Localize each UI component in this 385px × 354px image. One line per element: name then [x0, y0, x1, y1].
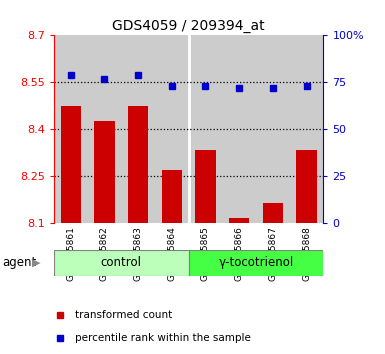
Title: GDS4059 / 209394_at: GDS4059 / 209394_at: [112, 19, 265, 33]
Text: ▶: ▶: [32, 258, 40, 268]
Bar: [61, 106, 81, 223]
Bar: [54, 250, 189, 276]
Bar: [94, 121, 115, 223]
Bar: [121, 35, 155, 223]
Bar: [54, 35, 88, 223]
Text: percentile rank within the sample: percentile rank within the sample: [75, 333, 251, 343]
Bar: [189, 250, 323, 276]
Bar: [189, 35, 223, 223]
Bar: [223, 35, 256, 223]
Bar: [128, 106, 148, 223]
Bar: [263, 203, 283, 223]
Text: γ-tocotrienol: γ-tocotrienol: [218, 256, 294, 269]
Bar: [155, 35, 189, 223]
Text: transformed count: transformed count: [75, 310, 173, 320]
Bar: [290, 35, 323, 223]
Bar: [296, 149, 316, 223]
Text: control: control: [101, 256, 142, 269]
Bar: [162, 170, 182, 223]
Bar: [196, 149, 216, 223]
Bar: [256, 35, 290, 223]
Bar: [229, 218, 249, 223]
Text: agent: agent: [2, 256, 36, 269]
Bar: [88, 35, 121, 223]
